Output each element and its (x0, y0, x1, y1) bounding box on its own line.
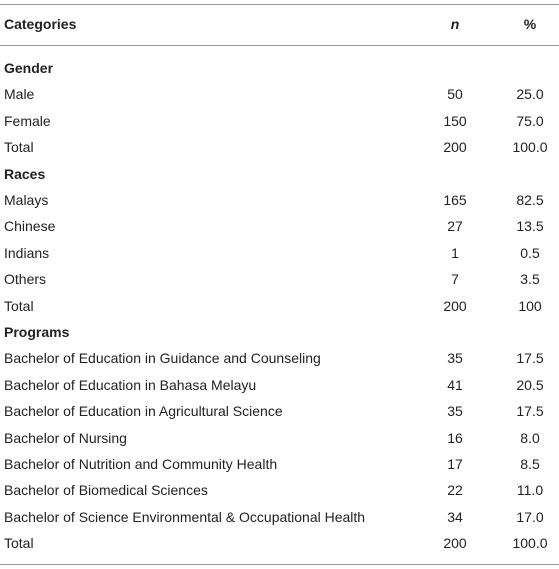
row-label: Bachelor of Education in Bahasa Melayu (4, 376, 257, 393)
bottom-rule (0, 564, 559, 565)
row-count: 35 (447, 350, 463, 367)
row-count: 50 (447, 86, 463, 103)
row-percent: 3.5 (520, 271, 540, 288)
row-percent: 8.0 (520, 429, 540, 446)
row-count: 22 (447, 482, 463, 499)
row-count: 150 (443, 112, 467, 129)
header-cell: % (523, 16, 537, 32)
row-count: 200 (443, 139, 467, 156)
header-cell: Categories (4, 16, 77, 32)
row-percent: 25.0 (516, 86, 544, 103)
row-percent: 0.5 (520, 244, 540, 261)
row-label: Others (4, 271, 47, 288)
header-cell: n (450, 16, 460, 32)
row-label: Total (4, 139, 34, 156)
row-percent: 8.5 (520, 456, 540, 472)
row-count: 1 (451, 244, 459, 261)
row-percent: 13.5 (516, 218, 544, 235)
section-title: Races (4, 165, 46, 182)
top-rule (0, 4, 559, 5)
row-count: 16 (447, 429, 463, 446)
section-title: Programs (4, 324, 70, 340)
row-count: 34 (447, 508, 463, 525)
row-count: 41 (447, 376, 463, 393)
row-label: Bachelor of Education in Guidance and Co… (4, 350, 321, 367)
row-percent: 100 (518, 297, 542, 314)
row-label: Bachelor of Biomedical Sciences (4, 482, 208, 499)
row-label: Bachelor of Science Environmental & Occu… (4, 508, 366, 525)
row-label: Bachelor of Nursing (4, 429, 127, 446)
row-count: 200 (443, 297, 467, 314)
row-count: 35 (447, 403, 463, 420)
row-label: Total (4, 297, 34, 314)
header-rule (0, 45, 559, 46)
row-percent: 75.0 (516, 112, 544, 129)
row-percent: 82.5 (516, 192, 544, 208)
row-count: 165 (443, 192, 467, 208)
row-count: 7 (451, 271, 459, 288)
row-label: Indians (4, 244, 50, 261)
row-label: Bachelor of Nutrition and Community Heal… (4, 456, 278, 472)
row-percent: 17.5 (516, 403, 544, 420)
row-label: Female (4, 112, 51, 129)
row-label: Bachelor of Education in Agricultural Sc… (4, 403, 283, 420)
row-label: Total (4, 535, 34, 552)
row-label: Chinese (4, 218, 56, 235)
row-percent: 17.0 (516, 508, 544, 525)
row-count: 27 (447, 218, 463, 235)
row-percent: 20.5 (516, 376, 544, 393)
row-percent: 100.0 (512, 139, 548, 156)
section-title: Gender (4, 60, 54, 76)
row-label: Malays (4, 192, 49, 208)
row-count: 200 (443, 535, 467, 552)
row-label: Male (4, 86, 35, 103)
row-percent: 17.5 (516, 350, 544, 367)
row-percent: 100.0 (512, 535, 548, 552)
row-percent: 11.0 (516, 482, 544, 499)
row-count: 17 (447, 456, 463, 472)
